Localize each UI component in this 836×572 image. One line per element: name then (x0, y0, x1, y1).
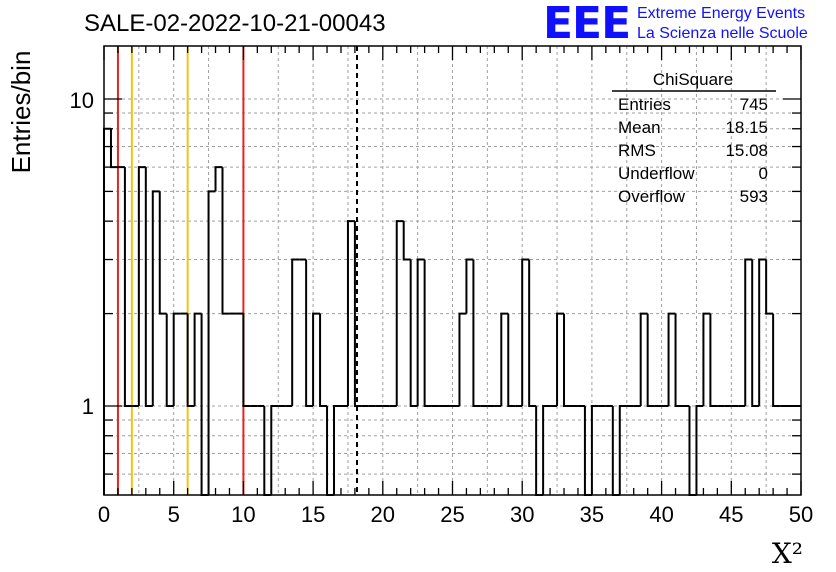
histogram-bin (319, 313, 328, 407)
x-tick-label: 10 (231, 502, 255, 527)
histogram-bin (618, 405, 627, 495)
stats-value-rms: 15.08 (725, 141, 768, 160)
histogram-bin (583, 406, 592, 496)
x-tick-label: 25 (440, 502, 464, 527)
histogram-bin (458, 312, 467, 406)
histogram-bin (186, 313, 195, 407)
histogram-bin (500, 312, 509, 406)
histogram-bin (772, 313, 781, 407)
histogram-bin (695, 405, 704, 495)
histogram-bin (667, 312, 676, 406)
histogram-bars (103, 127, 801, 496)
histogram-bin (395, 220, 404, 406)
stats-label-overflow: Overflow (618, 187, 686, 206)
y-axis-title: Entries/bin (6, 51, 36, 174)
axis-ticks (103, 46, 802, 495)
y-tick-label-10: 10 (70, 88, 94, 113)
histogram-bin (465, 258, 474, 314)
histogram-bin (528, 259, 537, 407)
histogram-bin (674, 313, 683, 407)
histogram-bin (563, 313, 571, 407)
histogram-bin (639, 312, 648, 406)
histogram-bin (172, 312, 181, 406)
histogram-bin (193, 312, 202, 406)
histogram-bin (207, 190, 216, 495)
histogram-bin (702, 312, 711, 406)
logo-line-2: La Scienza nelle Scuole (637, 25, 808, 42)
page-title: SALE-02-2022-10-21-00043 (84, 10, 386, 37)
histogram-bin (590, 405, 599, 495)
histogram-bin (144, 167, 153, 407)
histogram-bin (200, 313, 209, 496)
histogram-bin (646, 313, 655, 407)
histogram-bin (353, 221, 362, 407)
marker-lines (116, 46, 359, 495)
histogram-bin (346, 220, 355, 406)
histogram-bin (270, 405, 279, 495)
histogram-bin (423, 259, 432, 407)
histogram-bin (305, 259, 314, 407)
histogram-bin (535, 406, 544, 496)
histogram-bin (521, 258, 530, 406)
histogram-bin (137, 166, 146, 406)
x-tick-label: 45 (719, 502, 743, 527)
x-tick-label: 0 (98, 502, 110, 527)
stats-label-underflow: Underflow (618, 164, 695, 183)
histogram-bin (109, 128, 118, 169)
stats-value-entries: 745 (740, 95, 768, 114)
x-tick-label: 35 (580, 502, 604, 527)
stats-value-mean: 18.15 (725, 118, 768, 137)
x-tick-label: 5 (168, 502, 180, 527)
histogram-bin (103, 127, 111, 495)
histogram-bin (709, 313, 718, 407)
histogram-bin (242, 313, 251, 407)
histogram-bin (158, 191, 167, 315)
histogram-bin (409, 259, 418, 407)
stats-box: ChiSquare Entries 745 Mean 18.15 RMS 15.… (612, 70, 776, 206)
histogram-bin (416, 258, 425, 406)
histogram-bin (744, 258, 753, 406)
stats-title: ChiSquare (653, 70, 733, 89)
histogram-bin (751, 259, 760, 407)
y-tick-label-1: 1 (82, 394, 94, 419)
x-tick-label: 15 (301, 502, 325, 527)
histogram-bin (151, 190, 160, 406)
histogram-bin (611, 406, 620, 496)
histogram-bin (688, 406, 697, 496)
histogram-bin (402, 221, 411, 261)
histogram-bin (263, 406, 272, 496)
histogram-bin (291, 258, 300, 406)
histogram-bin (765, 259, 774, 315)
histogram-bin (472, 259, 481, 407)
histogram-bin (123, 167, 132, 407)
logo-line-1: Extreme Energy Events (637, 5, 806, 22)
histogram-bin (758, 258, 767, 406)
histogram-bin (556, 312, 565, 406)
histogram-bin (507, 313, 516, 407)
histogram-bin (165, 313, 174, 407)
histogram-bin (326, 406, 335, 496)
x-tick-label: 30 (510, 502, 534, 527)
stats-label-mean: Mean (618, 118, 661, 137)
histogram-bin (333, 405, 341, 495)
histogram-bin (542, 405, 551, 495)
x-axis-title: X² (772, 537, 803, 570)
stats-label-entries: Entries (618, 95, 671, 114)
histogram-bin (214, 166, 223, 192)
stats-value-overflow: 593 (740, 187, 768, 206)
x-tick-label: 20 (371, 502, 395, 527)
x-tick-label: 40 (649, 502, 673, 527)
x-tick-label: 50 (789, 502, 813, 527)
eee-logo: EEE (543, 0, 631, 49)
histogram-bin (312, 312, 321, 406)
stats-label-rms: RMS (618, 141, 656, 160)
histogram-bin (221, 167, 230, 315)
stats-value-underflow: 0 (759, 164, 768, 183)
